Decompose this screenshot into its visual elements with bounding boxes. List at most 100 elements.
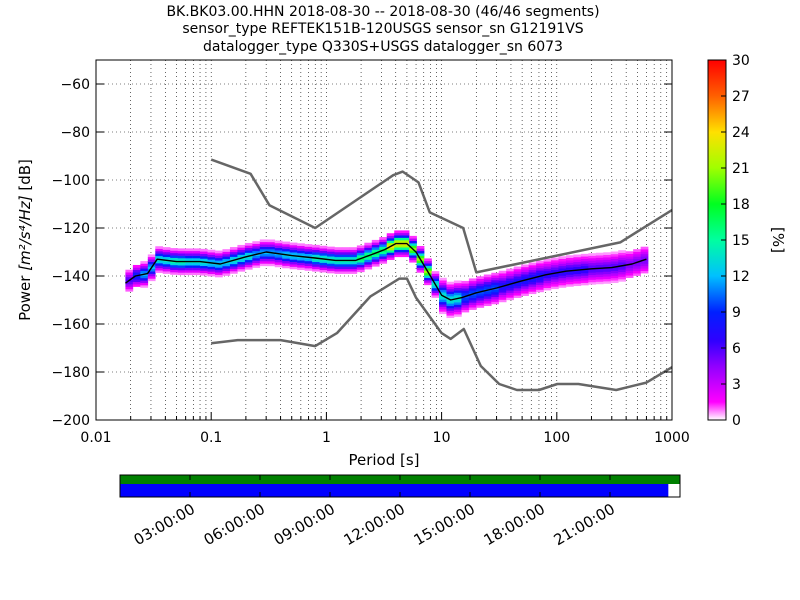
density-cell [304,246,313,250]
density-cell [312,261,320,265]
density-cell [364,242,373,246]
density-cell [506,297,514,301]
density-cell [483,303,492,307]
density-cell [252,255,261,259]
density-cell [364,259,373,263]
density-cell [491,272,500,276]
density-cell [155,270,164,273]
density-cell [132,284,141,287]
timeline-tick-label: 09:00:00 [271,500,338,549]
density-cell [491,277,500,281]
density-cell [185,253,193,256]
density-cell [356,264,365,268]
density-cell [162,251,171,255]
density-cell [610,253,619,257]
density-cell [603,278,612,282]
density-cell [312,264,320,267]
density-cell [267,256,276,259]
density-cell [170,252,178,256]
density-cell [312,268,320,272]
density-cell [558,258,567,262]
density-cell [147,268,156,272]
density-cell [573,264,582,267]
colorbar-tick-label: 24 [732,125,750,141]
density-cell [536,279,544,283]
density-cell [215,267,223,271]
density-cell [185,255,193,259]
density-cell [483,291,492,295]
density-cell [401,252,410,255]
density-cell [439,299,447,303]
density-cell [439,285,447,288]
density-cell [334,271,343,274]
density-cell [483,284,492,287]
density-cell [267,258,276,262]
density-cell [595,264,604,268]
density-cell [289,264,298,267]
density-cell [267,253,276,257]
density-cell [259,253,268,257]
density-cell [513,266,522,270]
density-cell [297,264,305,268]
density-cell [237,266,246,270]
density-cell [282,260,290,264]
density-cell [595,252,604,256]
density-cell [409,255,417,258]
density-cell [327,265,335,269]
density-cell [371,249,380,253]
density-cell [536,287,544,290]
density-cell [200,272,208,276]
density-cell [640,268,649,271]
density-cell [498,277,507,281]
density-cell [573,271,582,275]
density-cell [401,254,410,258]
density-cell [543,258,552,262]
density-cell [558,261,567,264]
density-cell [551,283,559,287]
density-cell [364,266,373,270]
density-cell [237,261,246,265]
density-cell [506,295,514,298]
x-axis-label: Period [s] [348,451,419,469]
density-cell [185,250,193,254]
density-cell [297,260,305,263]
density-cell [282,243,290,247]
density-cell [327,251,335,255]
density-cell [453,280,462,284]
density-cell [536,267,544,271]
density-cell [356,250,365,253]
nhnm-line [210,158,672,274]
density-cell [625,256,634,259]
density-cell [341,254,350,258]
density-cell [394,237,402,241]
density-cell [386,235,395,239]
density-cell [610,268,619,272]
density-cell [170,257,178,261]
density-cell [453,299,462,303]
density-cell [409,250,417,253]
density-cell [603,254,612,258]
density-cell [132,267,141,271]
density-cell [215,274,223,278]
density-cell [551,267,559,270]
density-cell [200,265,208,269]
density-cell [132,276,141,280]
density-cell [565,279,574,282]
density-cell [610,263,619,267]
density-cell [371,239,380,243]
density-cell [334,264,343,267]
density-cell [200,253,208,257]
density-cell [282,248,290,252]
density-cell [439,309,447,312]
density-cell [521,266,529,270]
density-cell [565,260,574,263]
density-cell [453,282,462,286]
density-cell [618,250,626,253]
density-cell [446,288,455,292]
density-cell [364,247,373,251]
density-cell [610,273,619,276]
density-cell [476,302,485,306]
density-cell [162,249,171,253]
density-cell [401,235,410,238]
density-cell [312,247,320,250]
